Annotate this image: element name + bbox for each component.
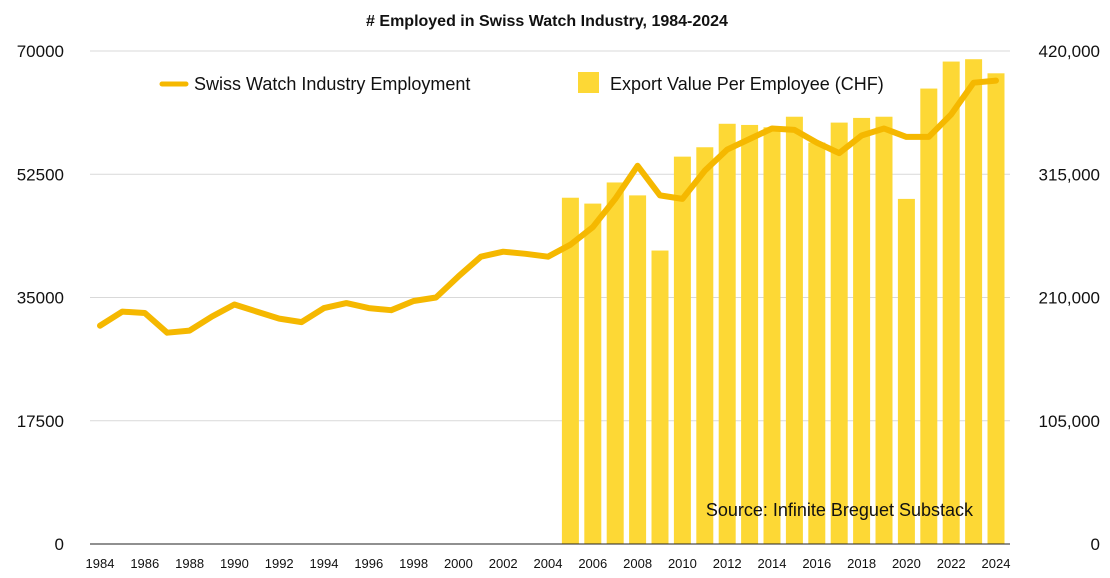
bar-2012	[718, 123, 736, 545]
x-tick-label: 2022	[937, 556, 966, 571]
bar-2005	[561, 197, 579, 544]
bar-2024	[987, 73, 1005, 545]
x-tick-label: 2014	[758, 556, 787, 571]
bar-2011	[696, 147, 714, 544]
bar-2008	[629, 195, 647, 544]
x-tick-label: 2012	[713, 556, 742, 571]
x-tick-label: 1994	[310, 556, 339, 571]
y-left-tick-label: 70000	[17, 42, 64, 61]
x-tick-label: 2004	[534, 556, 563, 571]
bar-2014	[763, 127, 781, 545]
bar-2013	[741, 124, 759, 544]
x-tick-label: 2006	[578, 556, 607, 571]
x-tick-label: 1988	[175, 556, 204, 571]
x-tick-label: 2002	[489, 556, 518, 571]
x-tick-label: 2010	[668, 556, 697, 571]
bar-2007	[606, 182, 624, 544]
legend-label-employment: Swiss Watch Industry Employment	[194, 74, 470, 94]
x-tick-label: 2008	[623, 556, 652, 571]
legend: Swiss Watch Industry Employment Export V…	[159, 72, 884, 94]
x-axis-ticks: 1984 1986 1988 1990 1992 1994 1996 1998 2000 2002…	[86, 556, 1011, 571]
y-left-tick-label: 0	[55, 535, 64, 554]
chart-title: # Employed in Swiss Watch Industry, 1984…	[366, 13, 728, 30]
bar-2020	[897, 198, 915, 544]
y-right-tick-label: 315,000	[1039, 165, 1100, 184]
bar-2017	[830, 122, 848, 544]
bar-2006	[584, 203, 602, 544]
employment-line	[97, 77, 999, 336]
x-tick-label: 2000	[444, 556, 473, 571]
bar-series	[561, 59, 1005, 545]
x-tick-label: 1984	[86, 556, 115, 571]
bar-2015	[785, 116, 803, 544]
y-left-tick-label: 52500	[17, 165, 64, 184]
bar-2010	[673, 156, 691, 544]
y-right-tick-label: 420,000	[1039, 42, 1100, 61]
x-tick-label: 1996	[354, 556, 383, 571]
bar-2009	[651, 250, 669, 545]
bar-2022	[942, 61, 960, 545]
bar-2019	[875, 116, 893, 544]
left-axis-ticks: 0 17500 35000 52500 70000	[17, 42, 64, 554]
y-right-tick-label: 210,000	[1039, 289, 1100, 308]
bar-2021	[920, 88, 938, 545]
y-left-tick-label: 35000	[17, 289, 64, 308]
x-tick-label: 2024	[982, 556, 1011, 571]
source-note: Source: Infinite Breguet Substack	[706, 500, 974, 520]
bar-2023	[965, 59, 983, 544]
x-tick-label: 2016	[802, 556, 831, 571]
y-right-tick-label: 0	[1091, 535, 1100, 554]
x-tick-label: 1990	[220, 556, 249, 571]
x-tick-label: 1998	[399, 556, 428, 571]
bar-2018	[853, 117, 871, 545]
x-tick-label: 1986	[130, 556, 159, 571]
y-left-tick-label: 17500	[17, 412, 64, 431]
x-tick-label: 1992	[265, 556, 294, 571]
legend-bar-swatch	[578, 72, 599, 93]
x-tick-label: 2018	[847, 556, 876, 571]
gridlines	[90, 50, 1010, 422]
x-tick-label: 2020	[892, 556, 921, 571]
line-series	[97, 77, 999, 336]
bar-2016	[808, 142, 826, 545]
right-axis-ticks: 0 105,000 210,000 315,000 420,000	[1039, 42, 1100, 554]
legend-label-export-value: Export Value Per Employee (CHF)	[610, 74, 884, 94]
y-right-tick-label: 105,000	[1039, 412, 1100, 431]
